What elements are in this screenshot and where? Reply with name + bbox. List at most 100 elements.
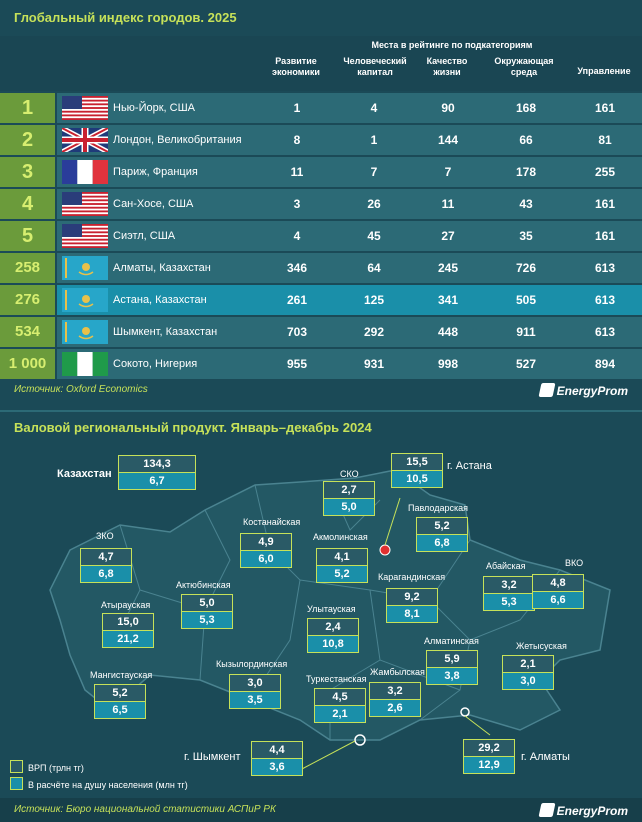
col-governance: Управление xyxy=(577,66,631,76)
table-row: 258 Алматы, Казахстан 346 64 245 726 613 xyxy=(0,253,642,283)
grp-value: 4,8 xyxy=(533,575,583,591)
section-divider xyxy=(0,410,642,412)
grp-value: 2,7 xyxy=(324,482,374,498)
region-value-box: 2,4 10,8 xyxy=(307,618,359,653)
rank-value: 613 xyxy=(594,293,616,307)
grp-value: 9,2 xyxy=(387,589,437,605)
region-name: Улытауская xyxy=(307,604,356,614)
col-environment: Окружающая среда xyxy=(494,56,554,77)
city-name: Лондон, Великобритания xyxy=(113,134,242,146)
per-capita-value: 3,8 xyxy=(427,667,477,684)
grp-value: 3,0 xyxy=(230,675,280,691)
brand-logo-bottom: EnergyProm xyxy=(538,803,628,818)
region-value-box: 5,9 3,8 xyxy=(426,650,478,685)
table-header: Места в рейтинге по подкатегориям Развит… xyxy=(0,36,642,91)
region-name: Алматинская xyxy=(424,636,479,646)
city-name: Париж, Франция xyxy=(113,166,198,178)
row-body xyxy=(57,189,642,219)
region-value-box: 4,1 5,2 xyxy=(316,548,368,583)
per-capita-value: 2,6 xyxy=(370,699,420,716)
rank-value: 3 xyxy=(293,197,301,211)
rank-value: 45 xyxy=(367,229,381,243)
per-capita-value: 3,6 xyxy=(252,758,302,775)
rank-value: 292 xyxy=(363,325,385,339)
rank-cell: 3 xyxy=(0,157,55,187)
rank-value: 7 xyxy=(370,165,378,179)
rank-value: 613 xyxy=(594,261,616,275)
grp-value: 15,5 xyxy=(392,454,442,470)
per-capita-value: 2,1 xyxy=(315,705,365,722)
table-row: 4 Сан-Хосе, США 3 26 11 43 161 xyxy=(0,189,642,219)
brand-logo-top: EnergyProm xyxy=(538,383,628,398)
per-capita-value: 5,3 xyxy=(484,593,534,610)
region-name: г. Астана xyxy=(447,460,492,472)
grp-value: 4,9 xyxy=(241,534,291,550)
region-value-box: 29,2 12,9 xyxy=(463,739,515,774)
rank-value: 35 xyxy=(519,229,533,243)
rank-cell: 2 xyxy=(0,125,55,155)
kz-flag-icon xyxy=(62,256,108,280)
rank-value: 144 xyxy=(437,133,459,147)
region-name: Кызылординская xyxy=(216,659,288,669)
region-value-box: 134,3 6,7 xyxy=(118,455,196,490)
region-name: Абайская xyxy=(486,561,526,571)
rank-value: 161 xyxy=(594,197,616,211)
rank-value: 955 xyxy=(286,357,308,371)
kz-flag-icon xyxy=(62,288,108,312)
table-row: 276 Астана, Казахстан 261 125 341 505 613 xyxy=(0,285,642,315)
per-capita-value: 6,8 xyxy=(417,534,467,551)
region-value-box: 4,5 2,1 xyxy=(314,688,366,723)
per-capita-value: 5,3 xyxy=(182,611,232,628)
rank-value: 341 xyxy=(437,293,459,307)
region-value-box: 5,2 6,5 xyxy=(94,684,146,719)
rank-cell: 534 xyxy=(0,317,55,347)
rank-value: 168 xyxy=(515,101,537,115)
region-value-box: 3,0 3,5 xyxy=(229,674,281,709)
energyprom-logo-icon xyxy=(538,803,556,817)
region-value-box: 5,2 6,8 xyxy=(416,517,468,552)
region-value-box: 5,0 5,3 xyxy=(181,594,233,629)
rank-cell: 5 xyxy=(0,221,55,251)
rank-value: 448 xyxy=(437,325,459,339)
city-name: Шымкент, Казахстан xyxy=(113,326,218,338)
region-value-box: 9,2 8,1 xyxy=(386,588,438,623)
col-economy: Развитие экономики xyxy=(272,56,320,77)
rank-value: 27 xyxy=(441,229,455,243)
row-body xyxy=(57,125,642,155)
region-name: Карагандинская xyxy=(378,572,446,582)
region-name: Атырауская xyxy=(101,600,151,610)
rank-value: 1 xyxy=(293,101,301,115)
table-row: 5 Сиэтл, США 4 45 27 35 161 xyxy=(0,221,642,251)
row-body xyxy=(57,285,642,315)
region-name: Костанайская xyxy=(243,517,301,527)
grp-value: 5,2 xyxy=(417,518,467,534)
grp-value: 5,2 xyxy=(95,685,145,701)
rank-cell: 4 xyxy=(0,189,55,219)
rank-value: 613 xyxy=(594,325,616,339)
region-name: Мангистауская xyxy=(90,670,153,680)
rank-value: 505 xyxy=(515,293,537,307)
table-row: 534 Шымкент, Казахстан 703 292 448 911 613 xyxy=(0,317,642,347)
rank-value: 66 xyxy=(519,133,533,147)
city-name: Алматы, Казахстан xyxy=(113,262,211,274)
rank-value: 4 xyxy=(370,101,378,115)
region-name: ВКО xyxy=(565,558,584,568)
region-value-box: 4,8 6,6 xyxy=(532,574,584,609)
grp-value: 2,1 xyxy=(503,656,553,672)
region-value-box: 4,4 3,6 xyxy=(251,741,303,776)
leader-lines xyxy=(299,497,491,771)
rank-cell: 1 000 xyxy=(0,349,55,379)
region-name: СКО xyxy=(340,469,359,479)
rank-value: 26 xyxy=(367,197,381,211)
legend-swatch-grp xyxy=(10,760,23,773)
rank-value: 8 xyxy=(293,133,301,147)
grp-value: 4,5 xyxy=(315,689,365,705)
per-capita-value: 6,0 xyxy=(241,550,291,567)
rank-value: 726 xyxy=(515,261,537,275)
shymkent-marker xyxy=(354,734,366,746)
per-capita-value: 6,5 xyxy=(95,701,145,718)
table-row: 3 Париж, Франция 11 7 7 178 255 xyxy=(0,157,642,187)
rank-cell: 1 xyxy=(0,93,55,123)
per-capita-value: 5,2 xyxy=(317,565,367,582)
per-capita-value: 10,8 xyxy=(308,635,358,652)
